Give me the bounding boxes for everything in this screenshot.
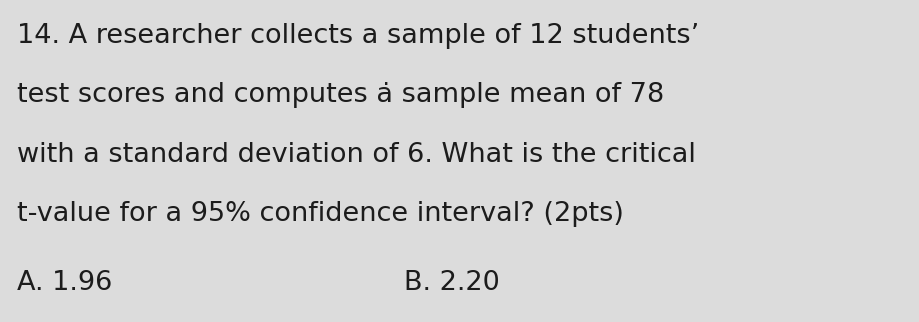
Text: 14. A researcher collects a sample of 12 students’: 14. A researcher collects a sample of 12… [17, 23, 698, 49]
Text: with a standard deviation of 6. What is the critical: with a standard deviation of 6. What is … [17, 142, 696, 168]
Text: A. 1.96: A. 1.96 [17, 270, 112, 296]
Text: t-value for a 95% confidence interval? (2pts): t-value for a 95% confidence interval? (… [17, 201, 623, 227]
Text: B. 2.20: B. 2.20 [404, 270, 500, 296]
Text: test scores and computes ȧ sample mean of 78: test scores and computes ȧ sample mean … [17, 82, 664, 108]
